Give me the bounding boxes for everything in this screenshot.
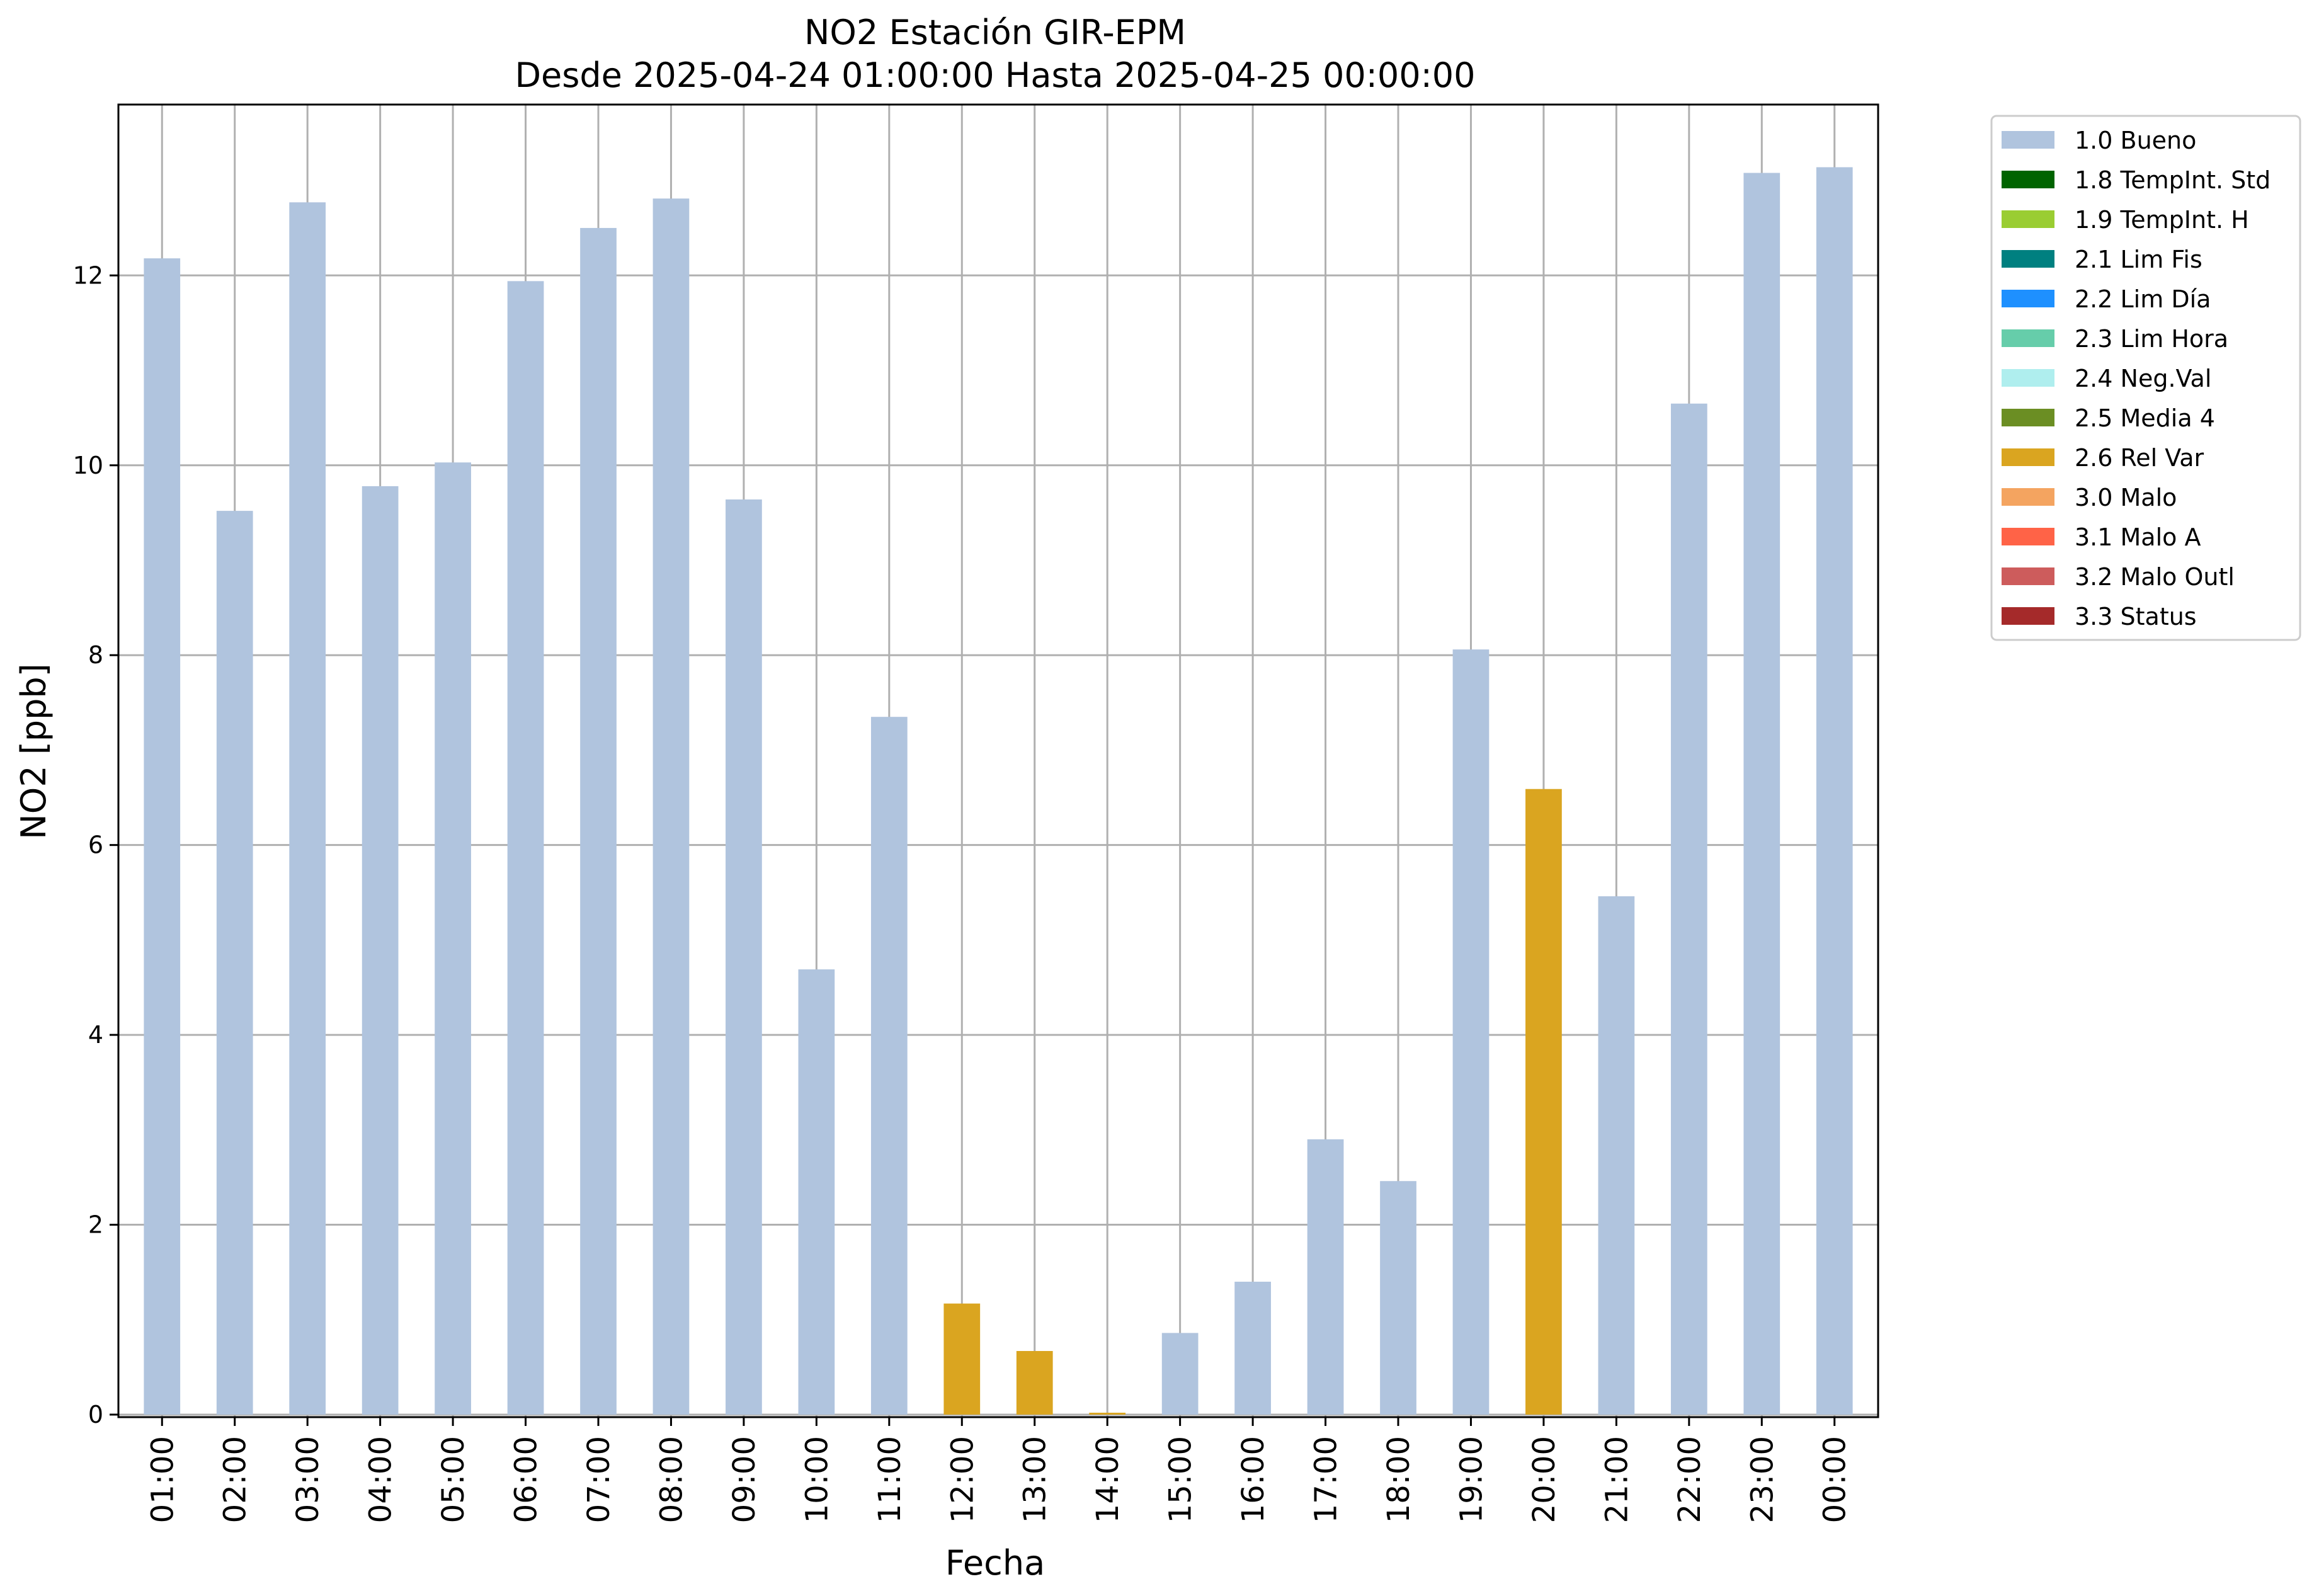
bar-2100 [1598, 896, 1635, 1415]
legend-label: 1.9 TempInt. H [2075, 206, 2249, 234]
legend-swatch [2002, 210, 2054, 228]
x-tick-label: 06:00 [509, 1436, 544, 1523]
bar-0200 [216, 511, 253, 1415]
bar-1400 [1089, 1412, 1126, 1415]
legend-label: 1.0 Bueno [2075, 127, 2196, 154]
legend-label: 2.2 Lim Día [2075, 285, 2211, 313]
x-tick-label: 02:00 [218, 1436, 253, 1523]
bar-0700 [580, 227, 617, 1415]
y-axis-label: NO2 [ppb] [14, 663, 54, 839]
legend-swatch [2002, 528, 2054, 545]
chart-title: NO2 Estación GIR-EPM [804, 13, 1186, 52]
bar-0900 [726, 499, 762, 1415]
legend-swatch [2002, 329, 2054, 347]
legend-swatch [2002, 448, 2054, 466]
legend-swatch [2002, 607, 2054, 625]
x-tick-label: 19:00 [1454, 1436, 1489, 1523]
legend-label: 2.6 Rel Var [2075, 444, 2204, 472]
bar-0400 [362, 486, 399, 1415]
plot-frame [117, 103, 1879, 1418]
bar-1800 [1380, 1181, 1416, 1415]
x-tick-label: 23:00 [1745, 1436, 1780, 1523]
bar-1300 [1016, 1351, 1053, 1415]
x-tick-label: 20:00 [1527, 1436, 1562, 1523]
bars [144, 167, 1853, 1415]
legend-label: 2.4 Neg.Val [2075, 365, 2211, 392]
y-axis-ticks: 0 2 4 6 8 10 12 [73, 261, 118, 1428]
x-tick-label: 12:00 [945, 1436, 980, 1523]
legend-swatch [2002, 290, 2054, 307]
bar-1000 [798, 969, 835, 1415]
bar-2000 [1525, 789, 1562, 1415]
x-tick-label: 18:00 [1381, 1436, 1416, 1523]
x-tick-label: 08:00 [654, 1436, 689, 1523]
y-tick-label: 8 [88, 641, 103, 669]
x-tick-label: 04:00 [363, 1436, 399, 1523]
bar-0100 [144, 258, 181, 1415]
bar-2300 [1743, 173, 1781, 1415]
y-tick-label: 6 [88, 831, 103, 859]
bar-1500 [1161, 1333, 1199, 1415]
x-tick-label: 14:00 [1090, 1436, 1125, 1523]
x-tick-label: 00:00 [1818, 1436, 1853, 1523]
bar-1700 [1307, 1139, 1344, 1415]
bar-1200 [943, 1303, 981, 1415]
legend-label: 3.1 Malo A [2075, 523, 2201, 551]
x-tick-label: 03:00 [290, 1436, 326, 1523]
legend-label: 3.2 Malo Outl [2075, 563, 2235, 591]
legend-swatch [2002, 250, 2054, 268]
x-axis-ticks: 01:00 02:00 03:00 04:00 05:00 06:00 07:00 08:00… [145, 1417, 1853, 1523]
chart-subtitle: Desde 2025-04-24 01:00:00 Hasta 2025-04-… [515, 55, 1475, 95]
x-tick-label: 22:00 [1672, 1436, 1707, 1523]
x-tick-label: 07:00 [581, 1436, 617, 1523]
bar-0300 [289, 202, 326, 1415]
bar-1600 [1234, 1281, 1271, 1415]
legend-label: 1.8 TempInt. Std [2075, 166, 2271, 194]
x-tick-label: 05:00 [436, 1436, 471, 1523]
bar-1100 [870, 717, 908, 1415]
legend-label: 2.5 Media 4 [2075, 404, 2215, 432]
legend-swatch [2002, 409, 2054, 426]
y-tick-label: 10 [73, 452, 103, 479]
x-tick-label: 01:00 [145, 1436, 180, 1523]
y-tick-label: 2 [88, 1211, 103, 1239]
bar-0000 [1816, 167, 1853, 1415]
legend: 1.0 Bueno 1.8 TempInt. Std 1.9 TempInt. H 2… [1990, 115, 2301, 641]
bar-0500 [435, 462, 471, 1415]
bar-2200 [1670, 403, 1707, 1415]
bar-0800 [652, 198, 690, 1415]
legend-swatch [2002, 369, 2054, 387]
x-tick-label: 17:00 [1309, 1436, 1344, 1523]
legend-label: 2.3 Lim Hora [2075, 325, 2228, 353]
legend-label: 3.0 Malo [2075, 484, 2177, 511]
legend-label: 3.3 Status [2075, 603, 2197, 630]
legend-swatch [2002, 567, 2054, 585]
x-tick-label: 10:00 [799, 1436, 835, 1523]
legend-swatch [2002, 171, 2054, 188]
legend-swatch [2002, 131, 2054, 149]
x-tick-label: 09:00 [727, 1436, 762, 1523]
x-tick-label: 11:00 [872, 1436, 908, 1523]
bar-0600 [507, 281, 544, 1415]
x-tick-label: 21:00 [1599, 1436, 1634, 1523]
y-tick-label: 0 [88, 1401, 103, 1428]
x-tick-label: 13:00 [1018, 1436, 1053, 1523]
bar-1900 [1452, 649, 1490, 1415]
y-tick-label: 4 [88, 1021, 103, 1049]
x-tick-label: 15:00 [1163, 1436, 1199, 1523]
legend-box [1990, 115, 2301, 641]
y-tick-label: 12 [73, 261, 103, 289]
legend-swatch [2002, 488, 2054, 506]
x-axis-label: Fecha [945, 1543, 1045, 1583]
legend-label: 2.1 Lim Fis [2075, 246, 2202, 273]
x-tick-label: 16:00 [1236, 1436, 1271, 1523]
